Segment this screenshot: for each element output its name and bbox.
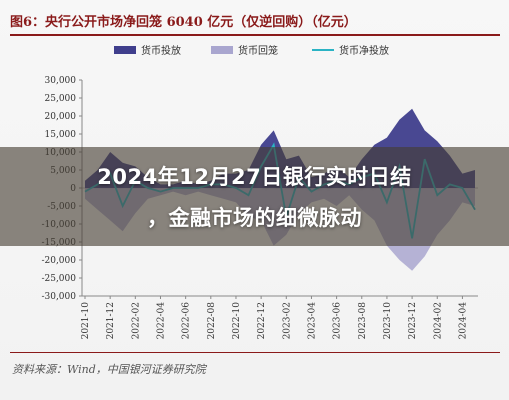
y-tick-label: 15,000 — [45, 130, 77, 140]
x-tick-label: 2022-06 — [182, 302, 192, 340]
y-tick-label: 20,000 — [45, 112, 77, 122]
x-tick-label: 2021-12 — [106, 302, 116, 339]
x-axis: 2021-10 2021-12 2022-02 2022-04 2022-06 2022-… — [81, 296, 468, 339]
y-tick-label: -25,000 — [41, 274, 76, 284]
x-tick-label: 2022-02 — [131, 302, 141, 339]
x-tick-label: 2023-08 — [358, 302, 368, 340]
x-tick-label: 2023-10 — [383, 302, 393, 340]
legend-swatch-2 — [211, 46, 233, 54]
x-tick-label: 2022-04 — [156, 302, 166, 340]
y-tick-label: -20,000 — [41, 256, 76, 266]
x-tick-label: 2022-08 — [207, 302, 217, 340]
x-tick-label: 2022-10 — [232, 302, 242, 340]
figure-title-bar: 图6：央行公开市场净回笼 6040 亿元（仅逆回购）（亿元） — [10, 6, 500, 36]
headline-line-2: ，金融市场的细微脉动 — [147, 206, 362, 230]
headline-line-1: 2024年12月27日银行实时日结 — [97, 165, 412, 189]
source-note: 资料来源：Wind，中国银河证券研究院 — [12, 363, 206, 376]
legend-label-3: 货币净投放 — [339, 44, 389, 57]
x-tick-label: 2023-12 — [408, 302, 418, 339]
x-tick-label: 2024-04 — [458, 302, 468, 340]
x-tick-label: 2023-04 — [307, 302, 317, 340]
headline-banner — [0, 147, 509, 246]
figure-title: 图6：央行公开市场净回笼 6040 亿元（仅逆回购）（亿元） — [10, 15, 357, 30]
x-tick-label: 2023-02 — [282, 302, 292, 339]
legend: 货币投放 货币回笼 货币净投放 — [114, 44, 389, 57]
legend-label-1: 货币投放 — [141, 44, 181, 57]
legend-swatch-1 — [114, 46, 136, 54]
y-tick-label: 30,000 — [45, 76, 77, 86]
y-tick-label: 25,000 — [45, 94, 77, 104]
x-tick-label: 2022-12 — [257, 302, 267, 339]
x-tick-label: 2023-06 — [333, 302, 343, 340]
source-divider — [10, 352, 500, 353]
legend-label-2: 货币回笼 — [238, 44, 278, 57]
x-tick-label: 2024-02 — [433, 302, 443, 339]
x-tick-label: 2021-10 — [81, 302, 91, 340]
y-tick-label: -30,000 — [41, 292, 76, 302]
